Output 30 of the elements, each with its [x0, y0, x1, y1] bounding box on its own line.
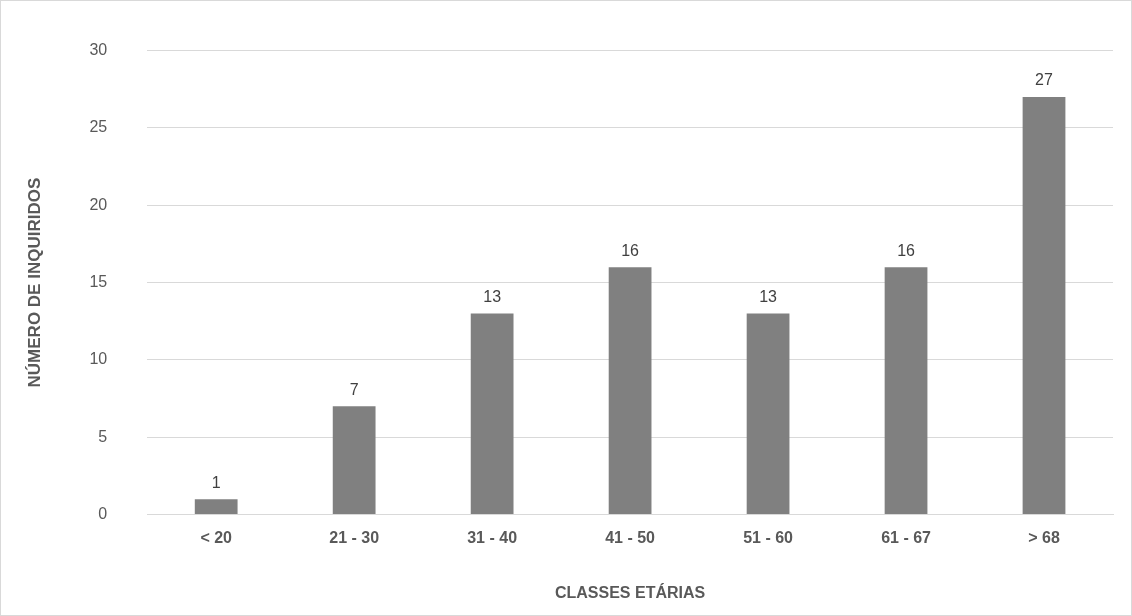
x-tick-label: 61 - 67: [881, 528, 932, 546]
data-label: 1: [211, 473, 221, 491]
x-tick-label: 21 - 30: [329, 528, 380, 546]
y-tick-label: 15: [89, 273, 108, 291]
y-tick-label: 10: [89, 350, 108, 368]
bar: [332, 406, 376, 515]
bar: [746, 313, 790, 515]
data-label: 13: [483, 287, 502, 305]
x-tick-label: 41 - 50: [605, 528, 656, 546]
data-label: 13: [759, 287, 778, 305]
x-tick-label: 51 - 60: [743, 528, 794, 546]
bar: [470, 313, 514, 515]
x-axis-title: CLASSES ETÁRIAS: [554, 582, 706, 601]
data-label: 16: [897, 241, 916, 259]
y-axis-title: NÚMERO DE INQUIRIDOS: [24, 177, 44, 388]
data-label: 27: [1035, 71, 1054, 89]
y-tick-label: 5: [98, 427, 108, 445]
y-tick-label: 30: [89, 41, 108, 59]
x-tick-label: < 20: [200, 528, 233, 546]
bar: [608, 267, 652, 515]
y-tick-label: 20: [89, 195, 108, 213]
bar: [884, 267, 928, 515]
y-tick-label: 0: [98, 505, 108, 523]
x-tick-label: > 68: [1028, 528, 1060, 546]
data-label: 7: [349, 380, 359, 398]
bar: [194, 499, 238, 515]
x-tick-label: 31 - 40: [467, 528, 518, 546]
data-label: 16: [621, 241, 640, 259]
bar: [1022, 97, 1066, 515]
y-tick-label: 25: [89, 118, 108, 136]
